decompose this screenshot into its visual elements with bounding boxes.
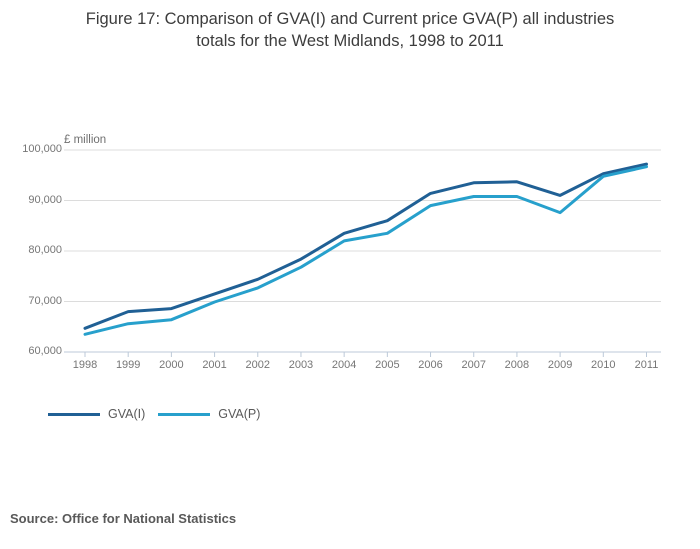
gva-p-line	[83, 165, 648, 336]
legend-label-gva-p: GVA(P)	[218, 407, 261, 421]
x-tick-label: 2010	[591, 359, 616, 371]
gva-i-line	[83, 162, 648, 330]
y-tick-label: 60,000	[28, 345, 62, 357]
x-tick-label: 2007	[461, 359, 486, 371]
legend-item-gva-i: GVA(I)	[48, 407, 145, 421]
y-tick-label: 100,000	[22, 143, 62, 155]
chart-title: Figure 17: Comparison of GVA(I) and Curr…	[0, 8, 700, 52]
y-tick-label: 70,000	[28, 294, 62, 307]
x-tick-label: 2004	[331, 359, 357, 371]
y-tick-label: 80,000	[28, 244, 62, 256]
y-tick-label: 90,000	[28, 193, 62, 206]
chart-title-line2: totals for the West Midlands, 1998 to 20…	[196, 32, 504, 50]
x-tick-label: 2011	[634, 359, 659, 371]
x-tick-label: 2000	[159, 359, 184, 371]
x-tick-label: 2009	[547, 359, 573, 371]
legend-item-gva-p: GVA(P)	[158, 407, 260, 421]
x-tick-label: 1999	[115, 359, 141, 371]
x-tick-label: 2006	[418, 359, 443, 371]
x-tick-label: 1998	[72, 359, 98, 371]
legend-label-gva-i: GVA(I)	[108, 407, 146, 421]
gva-p-line-swatch	[158, 412, 211, 416]
x-tick-label: 2003	[288, 359, 314, 371]
x-tick-label: 2005	[375, 359, 400, 371]
chart-title-line1: Figure 17: Comparison of GVA(I) and Curr…	[85, 10, 615, 28]
x-tick-label: 2001	[202, 359, 227, 371]
x-tick-label: 2002	[245, 359, 270, 371]
y-axis-unit-label: £ million	[64, 134, 107, 146]
source-note: Source: Office for National Statistics	[10, 511, 237, 526]
x-tick-label: 2008	[504, 359, 530, 371]
legend: GVA(I) GVA(P)	[48, 407, 260, 421]
gva-i-line-swatch	[48, 412, 100, 416]
